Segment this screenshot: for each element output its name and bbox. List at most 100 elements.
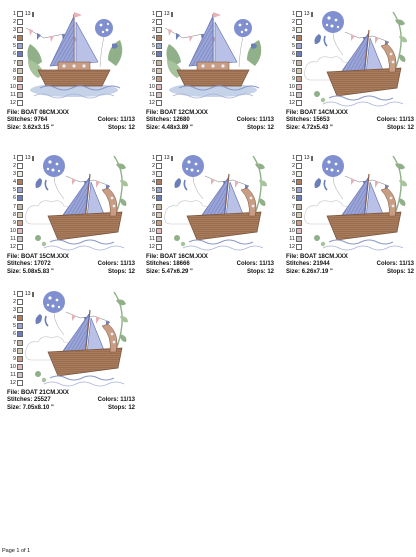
color-swatch — [17, 51, 23, 58]
embroidery-preview — [25, 11, 123, 99]
color-swatch-row: 1 13 — [145, 10, 173, 18]
swatch-number: 1 — [12, 155, 16, 161]
color-swatch-row: 11 — [6, 235, 34, 243]
swatch-number: 7 — [151, 203, 155, 210]
stitch-count: Stitches: 9764 — [7, 117, 48, 124]
color-swatch — [156, 187, 162, 194]
color-swatch — [17, 75, 23, 82]
swatch-number: 3 — [12, 171, 16, 178]
color-swatch — [17, 315, 23, 322]
color-swatch — [296, 51, 302, 58]
color-swatch-row: 11 — [285, 235, 313, 243]
color-swatch-row: 9 — [6, 75, 34, 83]
design-card: 1 13 2 3 4 5 6 7 8 9 10 11 12 File: BOAT 15CM.XXX Stit… — [4, 150, 135, 290]
swatch-number: 3 — [12, 27, 16, 34]
color-swatch — [296, 19, 302, 26]
color-swatch-row: 5 — [6, 322, 34, 330]
swatch-number: 7 — [12, 59, 16, 66]
color-swatch-row: 8 — [6, 347, 34, 355]
swatch-number: 4 — [151, 179, 155, 186]
color-swatch-row: 3 — [285, 170, 313, 178]
color-swatch-row: 2 — [285, 162, 313, 170]
color-swatch-row: 7 — [6, 59, 34, 67]
stitch-count: Stitches: 25527 — [7, 397, 51, 404]
design-size: Size: 5.47x6.29 " — [146, 268, 193, 275]
color-swatch-row: 2 — [285, 18, 313, 26]
color-swatch-list: 1 13 2 3 4 5 6 7 8 9 10 11 12 — [285, 154, 313, 251]
color-swatch-row: 5 — [145, 42, 173, 50]
color-swatch — [17, 291, 23, 297]
color-swatch-row: 10 — [145, 227, 173, 235]
design-card: 1 13 2 3 4 5 6 7 8 9 10 11 12 File: BOAT 14CM.XXX Stit… — [283, 6, 414, 146]
color-swatch-13: 13 — [25, 11, 34, 17]
color-swatch — [296, 171, 302, 178]
color-swatch-13: 13 — [304, 155, 313, 161]
swatch-number: 9 — [12, 219, 16, 226]
color-swatch-row: 10 — [6, 227, 34, 235]
swatch-number: 6 — [151, 51, 155, 58]
swatch-number: 12 — [288, 244, 295, 251]
swatch-number: 2 — [151, 163, 155, 170]
color-swatch-row: 1 13 — [6, 10, 34, 18]
stitch-count: Stitches: 15653 — [286, 117, 330, 124]
color-swatch-row: 11 — [145, 91, 173, 99]
color-swatch — [156, 211, 162, 218]
swatch-number: 10 — [9, 83, 16, 90]
design-size: Size: 4.72x5.43 " — [286, 124, 333, 131]
color-swatch — [296, 27, 302, 34]
file-name: File: BOAT 21CM.XXX — [7, 390, 69, 396]
color-swatch-row: 11 — [285, 91, 313, 99]
color-swatch-row: 7 — [285, 203, 313, 211]
color-swatch-row: 12 — [6, 243, 34, 251]
swatch-number: 5 — [12, 187, 16, 194]
design-card: 1 13 2 3 4 5 6 7 8 9 10 11 12 File: BOAT 08CM.XXX Stit… — [4, 6, 135, 146]
swatch-number: 8 — [151, 211, 155, 218]
color-swatch-row: 9 — [6, 355, 34, 363]
swatch-number: 6 — [12, 51, 16, 58]
color-swatch — [17, 163, 23, 170]
color-swatch-row: 2 — [6, 162, 34, 170]
swatch-number: 9 — [291, 219, 295, 226]
swatch-number: 10 — [148, 227, 155, 234]
swatch-number: 5 — [291, 43, 295, 50]
color-swatch-row: 5 — [145, 186, 173, 194]
swatch-number: 2 — [12, 163, 16, 170]
swatch-number: 1 — [12, 291, 16, 297]
swatch-number: 3 — [151, 27, 155, 34]
swatch-number: 9 — [12, 355, 16, 362]
color-swatch — [296, 219, 302, 226]
color-swatch-13: 13 — [25, 155, 34, 161]
color-swatch — [296, 179, 302, 186]
swatch-number: 10 — [288, 227, 295, 234]
swatch-number: 6 — [151, 195, 155, 202]
color-swatch-row: 3 — [145, 26, 173, 34]
color-swatch-row: 5 — [6, 186, 34, 194]
color-swatch-row: 6 — [285, 50, 313, 58]
color-swatch-row: 3 — [6, 170, 34, 178]
color-swatch — [156, 171, 162, 178]
color-swatch-row: 6 — [6, 194, 34, 202]
swatch-number: 6 — [291, 195, 295, 202]
color-swatch — [156, 163, 162, 170]
color-swatch-row: 3 — [285, 26, 313, 34]
color-swatch — [156, 75, 162, 82]
swatch-number: 6 — [12, 195, 16, 202]
color-swatch — [156, 51, 162, 58]
color-swatch-row: 7 — [145, 203, 173, 211]
color-swatch-row: 6 — [145, 50, 173, 58]
color-swatch-row: 12 — [285, 243, 313, 251]
color-swatch — [17, 11, 23, 17]
swatch-number: 6 — [12, 331, 16, 338]
embroidery-preview — [164, 11, 262, 99]
color-swatch — [296, 11, 302, 17]
color-swatch — [296, 187, 302, 194]
color-swatch — [17, 179, 23, 186]
color-swatch-row: 6 — [6, 50, 34, 58]
color-swatch-list: 1 13 2 3 4 5 6 7 8 9 10 11 12 — [285, 10, 313, 107]
color-swatch-row: 5 — [285, 186, 313, 194]
color-swatch — [17, 355, 23, 362]
color-swatch-row: 9 — [145, 75, 173, 83]
swatch-number: 12 — [148, 100, 155, 107]
color-swatch-row: 4 — [145, 34, 173, 42]
embroidery-preview — [24, 154, 128, 251]
